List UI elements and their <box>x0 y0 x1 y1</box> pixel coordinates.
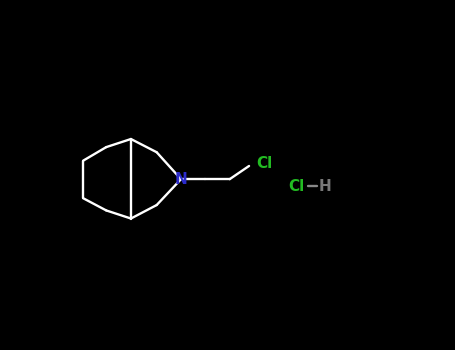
Text: H: H <box>318 179 331 194</box>
Text: N: N <box>175 172 187 187</box>
Text: Cl: Cl <box>256 156 273 171</box>
Text: Cl: Cl <box>288 179 305 194</box>
